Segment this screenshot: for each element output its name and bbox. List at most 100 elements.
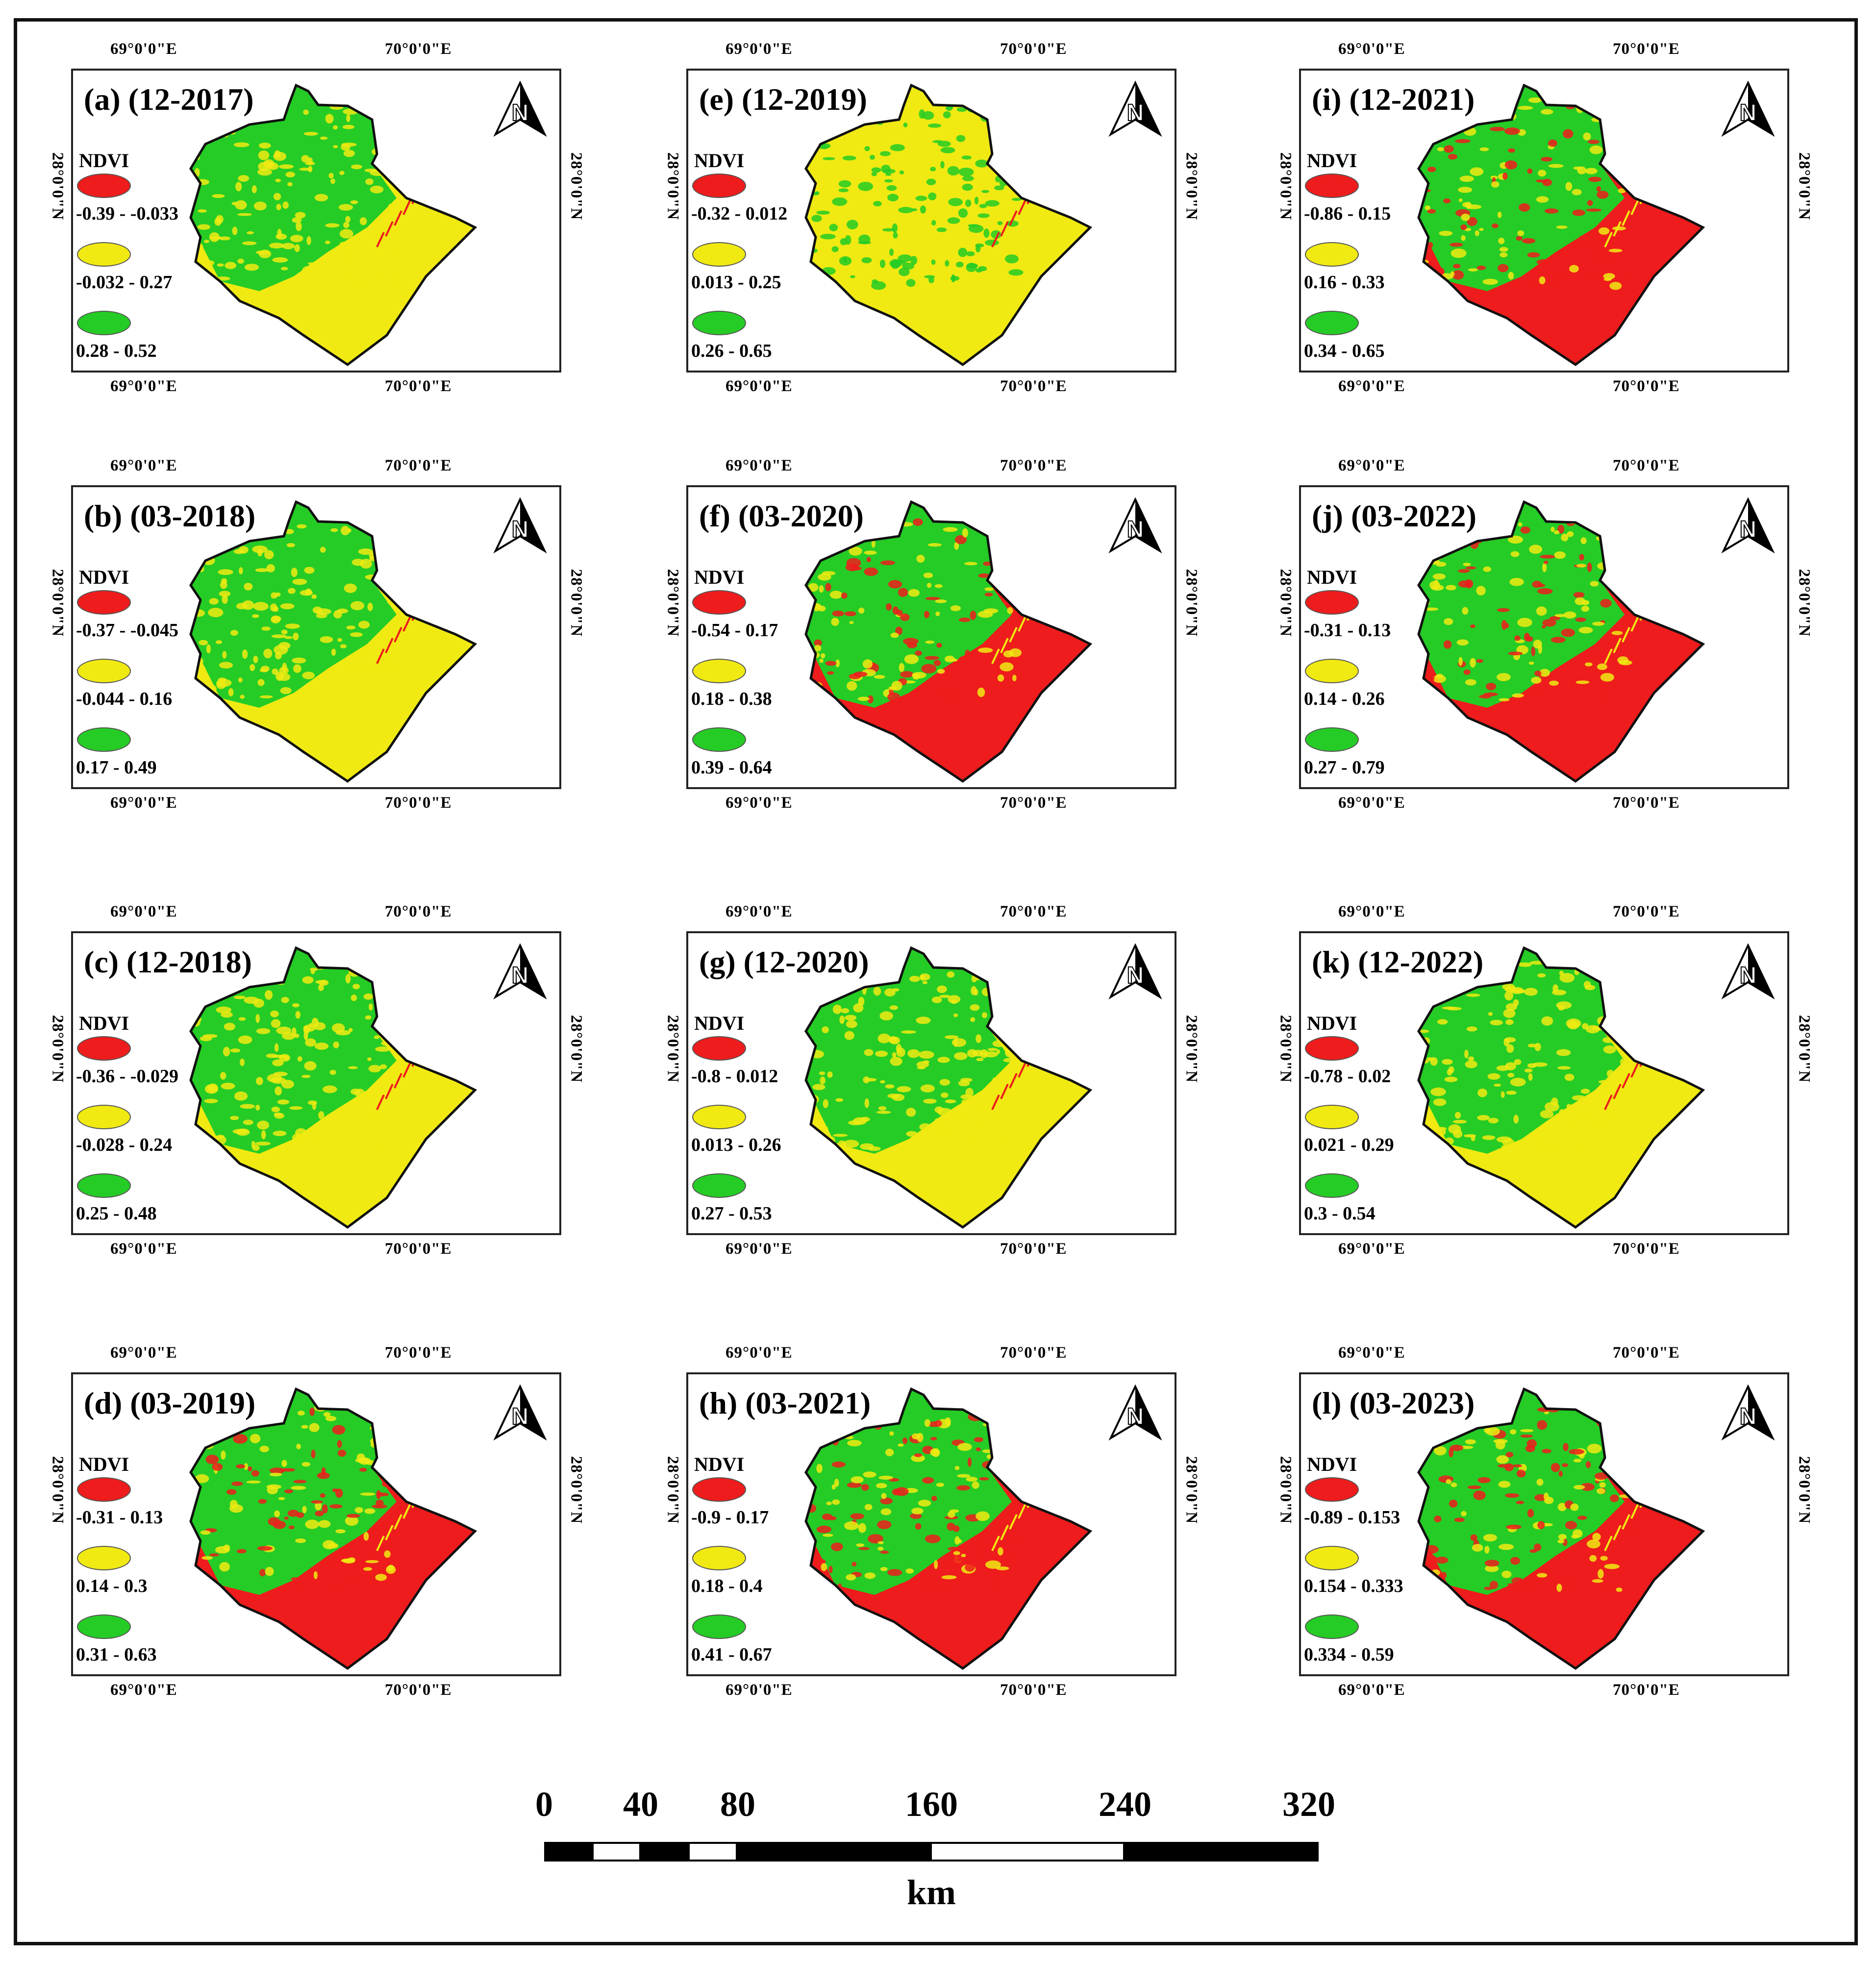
ndvi-speckle bbox=[957, 1474, 971, 1478]
ndvi-speckle bbox=[961, 155, 972, 160]
ndvi-speckle bbox=[301, 1425, 308, 1429]
ndvi-speckle bbox=[1513, 1115, 1519, 1124]
ndvi-speckle bbox=[993, 1015, 999, 1024]
ndvi-speckle bbox=[840, 238, 848, 246]
ndvi-speckle bbox=[292, 578, 307, 585]
ndvi-speckle bbox=[1004, 254, 1019, 264]
ndvi-speckle bbox=[864, 1049, 874, 1056]
ndvi-speckle bbox=[871, 281, 886, 290]
ndvi-speckle bbox=[880, 1566, 888, 1571]
ndvi-speckle bbox=[939, 994, 951, 998]
ndvi-speckle bbox=[889, 248, 894, 256]
ndvi-speckle bbox=[379, 1064, 387, 1069]
legend-yellow-swatch bbox=[77, 659, 131, 683]
legend-range-label: 0.17 - 0.49 bbox=[76, 757, 157, 778]
ndvi-speckle bbox=[229, 1500, 238, 1509]
ndvi-speckle bbox=[893, 232, 898, 239]
ndvi-speckle bbox=[219, 662, 233, 669]
ndvi-speckle bbox=[1549, 680, 1559, 686]
ndvi-speckle bbox=[920, 205, 926, 214]
ndvi-speckle bbox=[1599, 1583, 1604, 1588]
ndvi-speckle bbox=[360, 1492, 375, 1496]
ndvi-speckle bbox=[927, 543, 942, 547]
ndvi-speckle bbox=[311, 1500, 323, 1504]
ndvi-southeast-area bbox=[240, 1502, 475, 1668]
ndvi-speckle bbox=[931, 259, 936, 265]
ndvi-streak bbox=[1630, 616, 1639, 632]
ndvi-speckle bbox=[1462, 607, 1469, 615]
ndvi-speckle bbox=[1422, 1129, 1426, 1139]
ndvi-speckle bbox=[234, 1091, 248, 1101]
legend-yellow-swatch bbox=[692, 659, 746, 683]
ndvi-speckle bbox=[888, 580, 902, 589]
ndvi-speckle bbox=[858, 234, 871, 245]
ndvi-speckle bbox=[359, 1467, 367, 1472]
ndvi-speckle bbox=[1531, 676, 1542, 684]
ndvi-speckle bbox=[1489, 1581, 1499, 1589]
ndvi-speckle bbox=[1485, 1427, 1500, 1436]
ndvi-speckle bbox=[905, 1568, 914, 1574]
map-frame: (i) (12-2021) N NDVI -0.86 - 0.15 0.16 - 0.3… bbox=[1299, 69, 1789, 372]
ndvi-speckle bbox=[935, 611, 940, 617]
ndvi-speckle bbox=[898, 522, 913, 527]
ndvi-speckle bbox=[386, 587, 394, 595]
ndvi-speckle bbox=[302, 266, 314, 275]
ndvi-speckle bbox=[1581, 605, 1590, 612]
ndvi-speckle bbox=[1499, 247, 1508, 252]
ndvi-speckle bbox=[1622, 166, 1632, 174]
ndvi-speckle bbox=[1600, 598, 1612, 608]
ndvi-speckle bbox=[954, 542, 959, 550]
ndvi-speckle bbox=[302, 1506, 307, 1514]
ndvi-speckle bbox=[1450, 1444, 1464, 1451]
ndvi-speckle bbox=[947, 1522, 955, 1531]
ndvi-speckle bbox=[233, 995, 246, 999]
lon-label-bottom: 70°0'0"E bbox=[1000, 1240, 1067, 1258]
ndvi-speckle bbox=[1553, 1142, 1560, 1149]
ndvi-speckle bbox=[997, 221, 1003, 225]
ndvi-southeast-area bbox=[1468, 1502, 1703, 1668]
ndvi-speckle bbox=[1606, 1069, 1614, 1078]
ndvi-speckle bbox=[820, 1429, 832, 1438]
ndvi-speckle bbox=[1517, 1579, 1533, 1584]
ndvi-speckle bbox=[831, 618, 839, 626]
ndvi-speckle bbox=[333, 1551, 343, 1557]
map-panel: 69°0'0"E 70°0'0"E 69°0'0"E 70°0'0"E 28°0'0"N… bbox=[49, 457, 585, 812]
ndvi-speckle bbox=[934, 584, 943, 588]
ndvi-speckle bbox=[290, 1577, 300, 1581]
ndvi-speckle bbox=[1542, 1125, 1548, 1129]
ndvi-speckle bbox=[1551, 1097, 1558, 1106]
ndvi-speckle bbox=[352, 984, 360, 990]
lon-label-top: 70°0'0"E bbox=[1613, 1344, 1680, 1362]
ndvi-speckle bbox=[891, 261, 900, 269]
ndvi-speckle bbox=[1604, 1452, 1616, 1458]
ndvi-speckle bbox=[1479, 228, 1484, 231]
ndvi-speckle bbox=[877, 1541, 884, 1544]
north-arrow-icon: N bbox=[493, 497, 547, 554]
ndvi-speckle bbox=[958, 168, 974, 176]
ndvi-speckle bbox=[972, 1481, 979, 1489]
ndvi-speckle bbox=[898, 1443, 904, 1447]
ndvi-speckle bbox=[275, 233, 287, 240]
ndvi-speckle bbox=[287, 182, 293, 187]
lon-label-top: 69°0'0"E bbox=[725, 40, 793, 58]
ndvi-speckle bbox=[1564, 1073, 1575, 1081]
ndvi-speckle bbox=[952, 964, 962, 968]
ndvi-streak bbox=[394, 1514, 402, 1530]
ndvi-speckle bbox=[1483, 692, 1498, 696]
ndvi-speckle bbox=[1472, 1544, 1483, 1552]
ndvi-speckle bbox=[1585, 168, 1598, 174]
ndvi-speckle bbox=[947, 1511, 955, 1518]
ndvi-speckle bbox=[1000, 662, 1014, 671]
ndvi-northwest-area bbox=[191, 85, 397, 291]
ndvi-speckle bbox=[907, 1049, 920, 1058]
ndvi-speckle bbox=[219, 1562, 230, 1572]
ndvi-speckle bbox=[315, 1511, 324, 1516]
ndvi-speckle bbox=[930, 167, 936, 172]
ndvi-speckle bbox=[306, 236, 311, 245]
ndvi-speckle bbox=[339, 229, 353, 239]
ndvi-speckle bbox=[374, 265, 387, 268]
ndvi-streak bbox=[1035, 595, 1044, 610]
ndvi-speckle bbox=[330, 528, 338, 532]
ndvi-speckle bbox=[1606, 1107, 1617, 1112]
district-outline bbox=[1417, 946, 1705, 1229]
